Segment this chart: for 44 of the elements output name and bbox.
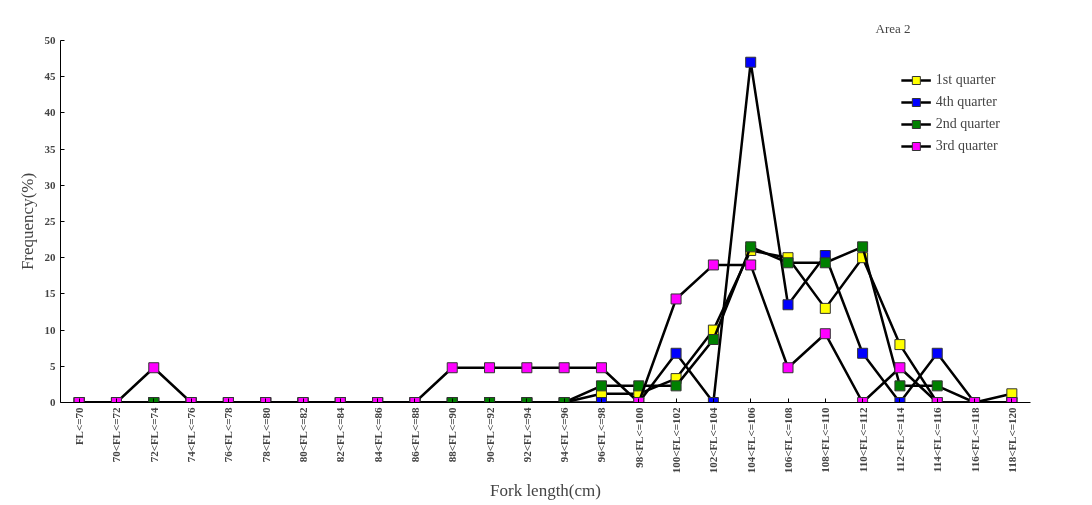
x-tick-label: 80<FL<=82 (297, 407, 309, 463)
x-tick-label: 86<FL<=88 (408, 407, 421, 463)
y-tick-label: 15 (44, 287, 56, 300)
y-tick-label: 30 (44, 178, 56, 191)
y-tick-label: 40 (44, 106, 56, 119)
x-tick-label: 116<FL<=118 (968, 407, 981, 473)
y-tick-label: 10 (44, 323, 56, 336)
x-tick-label: 100<FL<=102 (670, 407, 683, 474)
x-tick-label: 72<FL<=74 (147, 407, 160, 463)
x-tick-label: 110<FL<=112 (856, 407, 869, 473)
x-tick-label: 112<FL<=114 (893, 407, 906, 473)
x-tick-label: 84<FL<=86 (371, 407, 384, 463)
x-axis-title: Fork length(cm) (490, 481, 601, 501)
x-tick-label: 104<FL<=106 (744, 407, 757, 474)
x-tick-label: 88<FL<=90 (446, 407, 459, 463)
y-tick-label: 0 (50, 396, 56, 408)
x-tick-label: 94<FL<=96 (558, 407, 571, 463)
x-tick-label: 118<FL<=120 (1005, 407, 1018, 473)
legend-label: 3rd quarter (935, 138, 998, 154)
legend-label: 1st quarter (935, 72, 996, 88)
x-tick-label: 90<FL<=92 (483, 407, 496, 463)
x-tick-label: 96<FL<=98 (595, 407, 608, 463)
y-axis-title: Frequency(%) (17, 172, 37, 271)
x-tick-label: 98<FL<=100 (632, 407, 645, 468)
legend-label: 2nd quarter (935, 116, 1000, 132)
x-tick-label: 106<FL<=108 (782, 407, 794, 474)
y-tick-label: 45 (44, 70, 56, 83)
y-tick-label: 20 (44, 251, 56, 264)
x-tick-label: 74<FL<=76 (185, 407, 198, 463)
text: Area 2 (875, 20, 911, 36)
x-tick-label: 70<FL<=72 (110, 407, 123, 463)
y-tick-label: 5 (50, 359, 56, 372)
y-tick-label: 25 (44, 215, 56, 227)
y-tick-label: 50 (44, 34, 56, 46)
x-tick-label: 92<FL<=94 (520, 407, 533, 463)
x-tick-label: 76<FL<=78 (222, 407, 235, 463)
x-tick-label: 102<FL<=104 (707, 407, 720, 474)
x-tick-label: 114<FL<=116 (931, 407, 944, 473)
x-tick-label: 108<FL<=110 (819, 407, 832, 473)
x-tick-label: 78<FL<=80 (259, 407, 272, 463)
x-tick-label: 82<FL<=84 (334, 407, 347, 463)
x-tick-label: FL<=70 (73, 407, 86, 446)
legend-label: 4th quarter (935, 94, 997, 110)
y-tick-label: 35 (44, 142, 56, 155)
